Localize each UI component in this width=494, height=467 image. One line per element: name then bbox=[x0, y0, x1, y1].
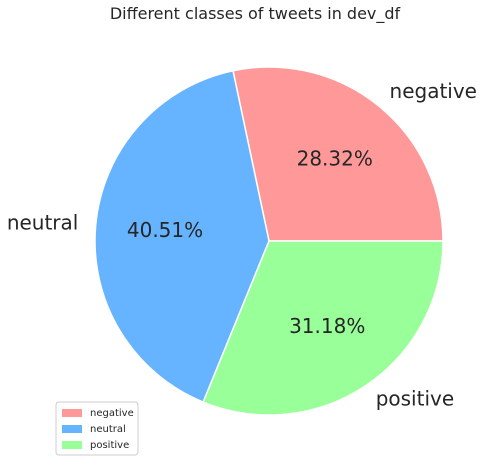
legend-label-negative: negative bbox=[90, 408, 134, 419]
legend-swatch-neutral bbox=[62, 425, 82, 433]
slice-label-positive: positive bbox=[376, 386, 454, 410]
legend-swatch-positive bbox=[62, 441, 82, 449]
slice-percent-neutral: 40.51% bbox=[127, 218, 203, 242]
chart-legend: negative neutral positive bbox=[55, 401, 139, 456]
pie-percentage-labels: 28.32% 40.51% 31.18% bbox=[127, 146, 373, 338]
slice-label-negative: negative bbox=[390, 79, 477, 103]
slice-percent-negative: 28.32% bbox=[297, 146, 373, 170]
slice-label-neutral: neutral bbox=[7, 210, 79, 234]
pie-slice-positive bbox=[202, 240, 444, 416]
chart-title: Different classes of tweets in dev_df bbox=[110, 4, 401, 24]
legend-label-neutral: neutral bbox=[90, 424, 126, 435]
slice-percent-positive: 31.18% bbox=[289, 314, 365, 338]
legend-entries: negative neutral positive bbox=[62, 408, 134, 451]
pie-slices bbox=[94, 66, 444, 416]
pie-slice-negative bbox=[232, 66, 444, 242]
pie-category-labels: negative neutral positive bbox=[7, 79, 477, 411]
legend-label-positive: positive bbox=[90, 440, 129, 451]
legend-swatch-negative bbox=[62, 409, 82, 417]
pie-slice-neutral bbox=[94, 69, 270, 404]
